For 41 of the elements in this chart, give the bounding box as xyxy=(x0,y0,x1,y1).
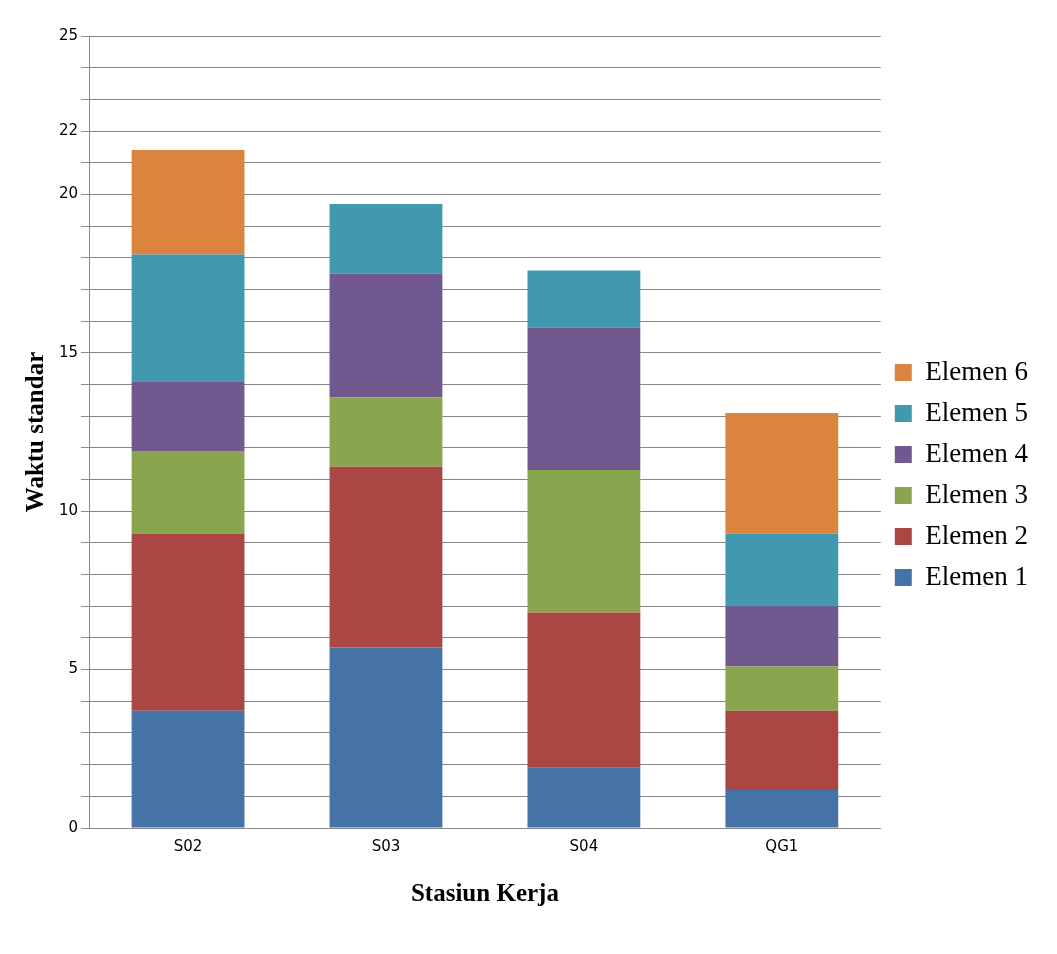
y-tick-label: 0 xyxy=(68,817,79,836)
bar xyxy=(725,666,839,711)
x-tick-label: S03 xyxy=(371,836,401,855)
bar xyxy=(725,789,839,828)
y-tick-label: 5 xyxy=(68,659,79,678)
bar xyxy=(329,466,443,648)
x-axis-title: Stasiun Kerja xyxy=(410,879,560,907)
bar xyxy=(131,533,245,711)
legend-label: Elemen 1 xyxy=(925,560,1029,591)
y-tick-label: 25 xyxy=(58,25,79,44)
legend-label: Elemen 6 xyxy=(925,355,1029,386)
x-tick-label: QG1 xyxy=(765,836,799,855)
legend-label: Elemen 5 xyxy=(925,396,1029,427)
y-tick-label: 15 xyxy=(58,342,79,361)
bar xyxy=(725,710,839,790)
bar xyxy=(329,647,443,828)
x-tick-label: S04 xyxy=(569,836,599,855)
y-tick-label: 22 xyxy=(58,120,79,139)
bar xyxy=(131,254,245,382)
legend-label: Elemen 2 xyxy=(925,519,1029,550)
bar xyxy=(131,381,245,452)
bar xyxy=(329,397,443,467)
bar xyxy=(527,270,641,328)
y-tick-label: 10 xyxy=(58,501,79,520)
x-tick-label: S02 xyxy=(173,836,203,855)
bar xyxy=(131,150,245,255)
y-axis-title: Waktu standar xyxy=(21,351,49,513)
bar xyxy=(725,412,839,534)
bar xyxy=(527,767,641,828)
bar xyxy=(725,606,839,667)
bar xyxy=(527,470,641,613)
y-tick-label: 20 xyxy=(58,184,79,203)
legend-label: Elemen 4 xyxy=(925,437,1029,468)
bar xyxy=(131,451,245,534)
bar xyxy=(725,533,839,607)
bar xyxy=(329,203,443,274)
legend-label: Elemen 3 xyxy=(925,478,1029,509)
bar xyxy=(131,710,245,828)
bar xyxy=(527,612,641,768)
bar xyxy=(527,327,641,471)
bar xyxy=(329,273,443,398)
